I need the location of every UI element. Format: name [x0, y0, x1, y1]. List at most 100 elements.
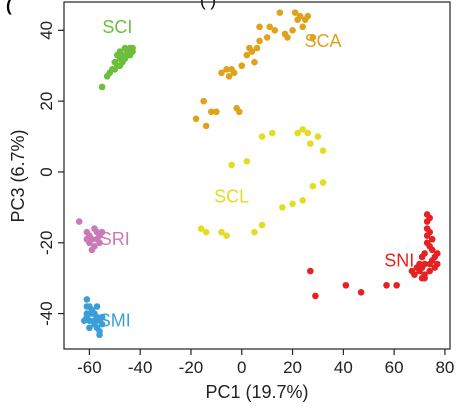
y-axis-label: PC3 (6.7%) — [8, 129, 28, 222]
point-sci — [116, 55, 124, 62]
point-scl — [251, 228, 258, 236]
point-sca — [243, 51, 251, 59]
point-sri — [88, 235, 96, 243]
x-axis: -60 -40 -20 0 20 40 60 80 — [77, 349, 454, 377]
point-smi — [98, 313, 106, 321]
point-sci — [111, 65, 119, 73]
point-sca — [263, 34, 271, 41]
point-smi — [98, 320, 106, 328]
top-cut-text: ( ) — [200, 0, 216, 10]
point-sri — [83, 235, 91, 243]
point-scl — [304, 129, 312, 137]
point-scl — [309, 182, 317, 190]
cluster-label-sri: SRI — [100, 229, 130, 249]
point-sri — [75, 218, 83, 225]
point-sni — [434, 260, 441, 268]
point-scl — [307, 140, 314, 147]
x-tick-label: 60 — [385, 358, 404, 377]
point-sci — [116, 62, 124, 70]
point-scl — [319, 179, 327, 186]
y-tick-label: -40 — [37, 301, 56, 326]
cluster-label-sci: SCI — [102, 17, 132, 37]
point-scl — [319, 147, 327, 155]
point-sca — [256, 37, 263, 45]
cluster-label-sca: SCA — [305, 31, 342, 51]
point-sca — [291, 9, 299, 16]
point-sca — [238, 62, 246, 70]
point-sci — [98, 83, 106, 91]
point-scl — [197, 225, 205, 232]
point-smi — [81, 317, 88, 324]
point-sca — [225, 73, 233, 80]
x-tick-label: 20 — [283, 358, 302, 377]
point-smi — [93, 324, 101, 332]
point-smi — [96, 331, 103, 339]
point-sca — [230, 69, 238, 77]
x-axis-label: PC1 (19.7%) — [205, 382, 308, 402]
y-tick-label: 0 — [37, 167, 56, 176]
point-scl — [289, 200, 296, 208]
point-sca — [299, 23, 307, 31]
point-sca — [213, 108, 220, 116]
point-sca — [289, 27, 296, 34]
point-scl — [258, 133, 266, 140]
point-sci — [121, 44, 129, 52]
point-smi — [83, 296, 91, 303]
point-smi — [93, 303, 101, 310]
y-axis: -40 -20 0 20 40 — [37, 21, 64, 326]
y-tick-label: -20 — [37, 230, 56, 255]
point-sca — [202, 122, 210, 130]
point-scl — [218, 228, 225, 236]
x-tick-label: -20 — [179, 358, 204, 377]
point-smi — [91, 317, 98, 324]
point-scl — [314, 133, 322, 140]
point-sni — [411, 271, 418, 278]
point-scl — [202, 228, 210, 236]
y-tick-label: 20 — [37, 92, 56, 111]
point-sca — [309, 34, 317, 41]
point-smi — [86, 324, 93, 332]
cluster-label-scl: SCL — [214, 187, 249, 207]
point-scl — [299, 196, 307, 204]
point-smi — [91, 310, 98, 317]
point-scl — [243, 158, 251, 165]
point-sni — [307, 267, 314, 275]
point-scl — [299, 126, 307, 133]
point-sca — [271, 27, 279, 34]
cluster-label-smi: SMI — [99, 311, 131, 331]
cluster-label-sni: SNI — [384, 250, 414, 270]
point-sca — [296, 12, 304, 20]
point-sca — [266, 23, 273, 31]
panel-label: ( — [6, 0, 12, 15]
plot-area — [63, 1, 451, 350]
point-sni — [428, 235, 436, 243]
point-sri — [98, 228, 106, 236]
point-sca — [192, 115, 200, 123]
point-sca — [251, 58, 258, 66]
point-sni — [426, 214, 433, 222]
point-sca — [218, 69, 225, 77]
point-sni — [421, 260, 428, 268]
point-sci — [126, 51, 134, 59]
x-tick-label: 80 — [435, 358, 454, 377]
point-sca — [253, 44, 261, 52]
cluster-labels: SCI SCA SCL SRI SMI SNI — [99, 17, 414, 331]
point-scl — [279, 204, 286, 211]
point-sni — [426, 267, 433, 275]
point-sni — [383, 281, 390, 289]
point-sni — [342, 281, 350, 289]
point-scl — [294, 129, 301, 137]
point-smi — [86, 317, 93, 324]
point-sca — [223, 65, 230, 73]
point-sca — [284, 34, 291, 41]
point-sri — [93, 235, 101, 243]
point-sni — [426, 228, 433, 236]
point-scl — [268, 129, 276, 137]
point-sri — [88, 246, 96, 254]
point-sca — [200, 97, 207, 105]
plot-frame — [63, 1, 451, 350]
point-sni — [418, 274, 426, 282]
point-sca — [248, 48, 256, 55]
point-sni — [357, 289, 365, 296]
